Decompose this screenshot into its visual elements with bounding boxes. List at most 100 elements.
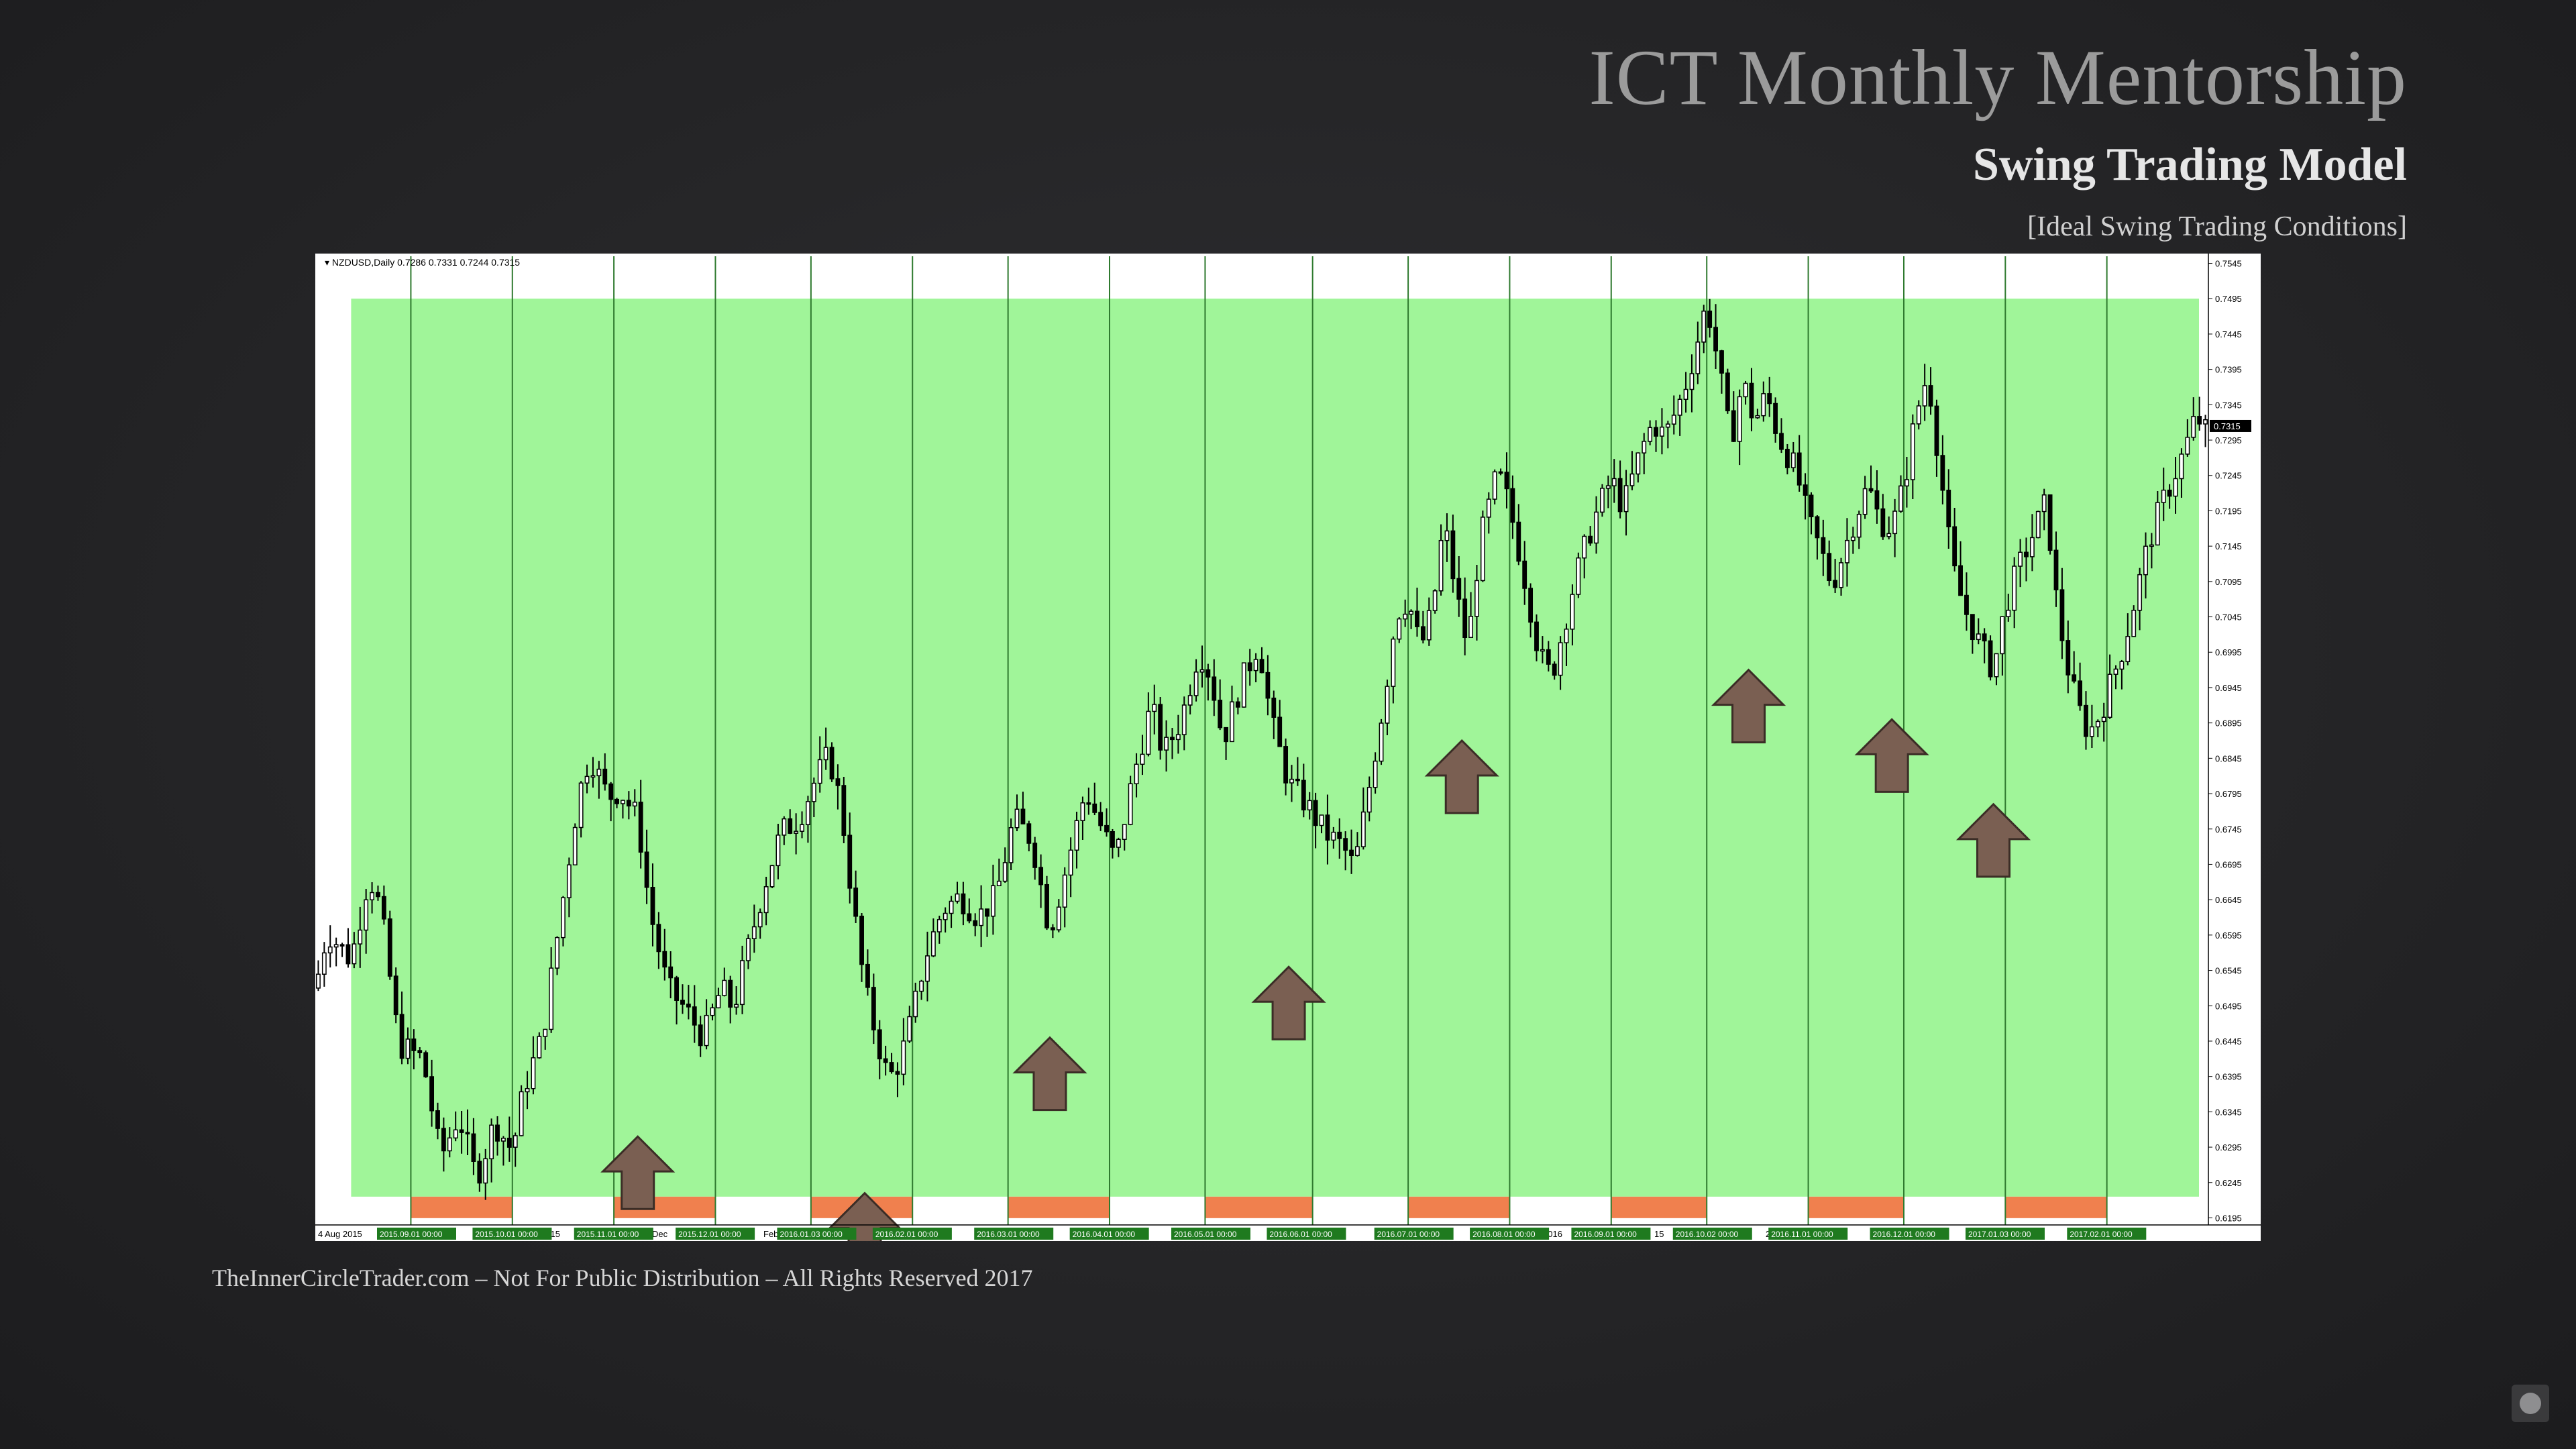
price-tick-label: 0.6995	[2215, 647, 2242, 657]
candle-body	[1026, 823, 1032, 844]
candle-body	[2053, 549, 2059, 590]
candle-body	[1648, 427, 1653, 442]
candle-body	[763, 886, 769, 914]
price-tick-label: 0.6795	[2215, 789, 2242, 799]
month-marker	[1408, 1196, 1510, 1218]
candle-body	[1874, 490, 1880, 510]
price-tick-label: 0.6445	[2215, 1036, 2242, 1046]
candle-body	[1307, 800, 1312, 811]
candle-body	[943, 912, 948, 920]
price-tick-label: 0.7545	[2215, 259, 2242, 269]
time-axis-label: Feb	[763, 1229, 778, 1239]
month-date-tag-label: 2016.02.01 00:00	[875, 1230, 938, 1239]
candle-body	[2006, 609, 2011, 617]
candle-body	[1175, 734, 1181, 741]
candle-body	[417, 1050, 423, 1053]
candle-body	[399, 1014, 405, 1059]
candle-body	[847, 835, 853, 889]
candle-body	[1164, 737, 1169, 751]
candle-body	[1510, 488, 1515, 523]
candle-body	[1289, 778, 1294, 784]
candle-body	[1343, 838, 1348, 851]
candle-body	[1415, 610, 1419, 627]
month-date-tag-label: 2015.10.01 00:00	[475, 1230, 538, 1239]
price-tick-label: 0.6245	[2215, 1178, 2242, 1188]
month-date-tag-label: 2016.12.01 00:00	[1873, 1230, 1936, 1239]
candle-body	[1683, 388, 1688, 400]
candle-body	[1051, 927, 1055, 930]
candle-body	[1886, 533, 1892, 537]
candle-body	[555, 936, 559, 969]
month-date-tag	[2067, 1228, 2147, 1240]
candle-body	[1982, 633, 1987, 642]
price-tick-label: 0.6895	[2215, 718, 2242, 729]
candle-body	[441, 1128, 446, 1152]
candle-body	[1426, 610, 1432, 641]
candle-body	[333, 944, 339, 948]
candle-body	[1116, 839, 1121, 848]
candle-body	[930, 931, 936, 957]
candle-body	[1695, 341, 1701, 374]
candle-body	[1827, 553, 1832, 582]
candle-body	[1128, 783, 1133, 825]
candle-body	[1403, 613, 1408, 620]
candle-body	[453, 1129, 458, 1139]
candle-body	[1098, 812, 1104, 826]
month-date-tag-label: 2016.10.02 00:00	[1676, 1230, 1739, 1239]
candle-body	[1319, 814, 1324, 826]
candle-body	[345, 944, 351, 965]
candle-body	[722, 979, 727, 996]
month-date-tag-label: 2015.12.01 00:00	[678, 1230, 741, 1239]
price-tick-label: 0.7145	[2215, 541, 2242, 551]
candle-body	[1970, 614, 1975, 641]
month-date-tag	[377, 1228, 456, 1240]
candle-body	[949, 900, 954, 914]
candle-body	[1922, 385, 1927, 407]
month-date-tag	[974, 1228, 1054, 1240]
candle-body	[692, 1006, 697, 1026]
month-date-tag	[1069, 1228, 1149, 1240]
month-date-tag	[472, 1228, 552, 1240]
month-date-tag	[1965, 1228, 2045, 1240]
candle-body	[1468, 616, 1473, 639]
candle-body	[1056, 906, 1061, 930]
candle-body	[1671, 415, 1676, 425]
candle-body	[788, 818, 793, 834]
up-arrow-icon	[1854, 718, 1929, 793]
candle-body	[865, 963, 870, 988]
candle-body	[1611, 478, 1617, 486]
candle-body	[973, 920, 978, 926]
candle-body	[1773, 402, 1778, 434]
month-date-tag	[1768, 1228, 1848, 1240]
candle-body	[531, 1057, 536, 1089]
month-date-tag	[574, 1228, 653, 1240]
candle-body	[907, 1016, 912, 1042]
candle-body	[740, 960, 745, 1006]
candle-body	[1605, 485, 1611, 489]
conditions-caption: [Ideal Swing Trading Conditions]	[2027, 211, 2407, 242]
price-tick-label: 0.6495	[2215, 1001, 2242, 1011]
candle-body	[1486, 498, 1491, 518]
candle-body	[1833, 580, 1838, 588]
price-tick-label: 0.6295	[2215, 1142, 2242, 1152]
price-tick-label: 0.7245	[2215, 471, 2242, 481]
candle-body	[757, 912, 763, 928]
candle-body	[2024, 551, 2029, 557]
price-tick-label: 0.6645	[2215, 895, 2242, 905]
candle-body	[1952, 526, 1957, 567]
candle-body	[1654, 427, 1658, 437]
candle-body	[1576, 557, 1581, 595]
month-date-tag	[1171, 1228, 1250, 1240]
candle-body	[745, 938, 751, 961]
candle-body	[1946, 490, 1951, 528]
candle-body	[572, 826, 578, 866]
up-arrow-icon	[1955, 802, 2031, 878]
candle-body	[1994, 653, 1999, 678]
candle-body	[1170, 737, 1175, 741]
candle-body	[1247, 662, 1252, 672]
candle-body	[1199, 669, 1205, 673]
candle-body	[1898, 485, 1903, 512]
price-tick-label: 0.7345	[2215, 400, 2242, 410]
candle-body	[1839, 562, 1843, 588]
candle-body	[728, 979, 733, 1008]
